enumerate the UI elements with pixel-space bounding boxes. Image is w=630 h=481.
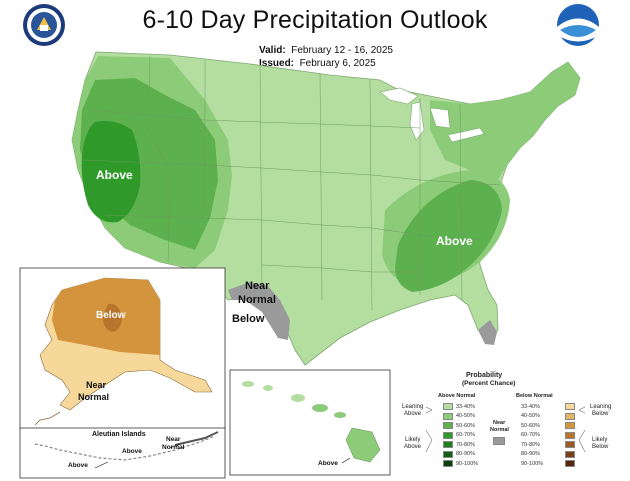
legend-below-header: Below Normal bbox=[516, 393, 553, 399]
florida-near-normal-zone bbox=[478, 320, 497, 345]
aleutian-normal-label: Normal bbox=[162, 444, 185, 451]
legend-near-1: Near bbox=[493, 420, 506, 426]
lake-huron bbox=[429, 107, 451, 129]
issued-date: February 6, 2025 bbox=[299, 58, 376, 69]
legend-subtitle: (Percent Chance) bbox=[462, 380, 516, 387]
southwest-near-normal-zone bbox=[228, 282, 290, 340]
legend-leaning-below-1: Leaning bbox=[590, 404, 612, 410]
hawaii-above-label: Above bbox=[318, 460, 338, 467]
legend-brackets bbox=[425, 406, 586, 453]
legend-leaning-above-1: Leaning bbox=[402, 404, 424, 410]
legend-near-swatch bbox=[493, 437, 505, 445]
alaska-normal-label: Normal bbox=[78, 392, 110, 402]
legend-above-bin-label-6: 90-100% bbox=[456, 460, 479, 467]
legend-below-bin-label-5: 80-90% bbox=[521, 451, 540, 457]
legend-below-bin-label-1: 40-50% bbox=[521, 413, 540, 419]
legend-below-bin-label-2: 50-60% bbox=[521, 422, 540, 429]
legend-above-bin-label-4: 70-80% bbox=[456, 441, 475, 448]
legend-below-bin-label-3: 60-70% bbox=[521, 432, 540, 438]
legend-above-bin-label-2: 50-60% bbox=[456, 422, 475, 429]
legend-leaning-above-2: Above bbox=[404, 411, 422, 417]
southwest-normal-label: Normal bbox=[238, 294, 276, 306]
legend-below-swatch-5 bbox=[565, 450, 575, 458]
legend-above-bin-label-5: 80-90% bbox=[456, 451, 475, 457]
valid-label: Valid: bbox=[259, 45, 286, 56]
alaska-inset bbox=[19, 267, 226, 431]
legend-above-swatch-5 bbox=[443, 450, 453, 458]
legend-near-2: Normal bbox=[490, 427, 509, 433]
southwest-near-label: Near bbox=[245, 280, 270, 292]
legend-below-swatch-1 bbox=[565, 412, 575, 420]
legend-above-header: Above Normal bbox=[438, 393, 476, 399]
west-above-label: Above bbox=[96, 168, 133, 182]
southeast-above-label: Above bbox=[436, 234, 473, 248]
valid-line: Valid: February 12 - 16, 2025 bbox=[259, 45, 393, 56]
legend-above-swatch-2 bbox=[443, 422, 453, 429]
legend-above-bin-label-1: 40-50% bbox=[456, 413, 475, 419]
legend-above-swatch-6 bbox=[443, 460, 453, 467]
legend-below-bin-label-6: 90-100% bbox=[521, 460, 544, 467]
map-title: 6-10 Day Precipitation Outlook bbox=[142, 6, 488, 34]
aleutian-above-label-1: Above bbox=[68, 462, 88, 469]
issued-label: Issued: bbox=[259, 58, 295, 69]
aleutian-above-label-2: Above bbox=[122, 448, 142, 455]
legend-likely-above-1: Likely bbox=[405, 437, 421, 443]
legend-likely-below-2: Below bbox=[592, 444, 609, 450]
legend-likely-above-2: Above bbox=[404, 444, 422, 450]
lake-erie bbox=[447, 127, 485, 143]
commerce-seal-icon bbox=[23, 4, 65, 46]
great-lakes bbox=[379, 87, 419, 105]
legend-leaning-below-2: Below bbox=[592, 411, 609, 417]
legend-above-swatch-3 bbox=[443, 431, 453, 439]
alaska-below-label: Below bbox=[96, 310, 126, 321]
southeast-dark-zone bbox=[395, 180, 502, 292]
legend-below-swatch-0 bbox=[565, 403, 575, 410]
legend-below-swatch-4 bbox=[565, 441, 575, 448]
legend-below-bin-label-4: 70-80% bbox=[521, 441, 540, 448]
aleutian-near-label: Near bbox=[166, 436, 181, 443]
noaa-logo-icon bbox=[557, 4, 599, 46]
legend-below-swatch-3 bbox=[565, 431, 575, 439]
east-medium-band bbox=[430, 62, 580, 180]
legend-below-bin-label-0: 33-40% bbox=[521, 403, 540, 410]
legend-above-swatch-4 bbox=[443, 441, 453, 448]
aleutian-title: Aleutian Islands bbox=[92, 431, 146, 438]
state-borders bbox=[81, 55, 501, 311]
legend-above-swatch-0 bbox=[443, 403, 453, 410]
hawaii-inset bbox=[229, 369, 391, 476]
issued-line: Issued: February 6, 2025 bbox=[259, 58, 376, 69]
legend-likely-below-1: Likely bbox=[592, 437, 608, 443]
label-leaders bbox=[94, 443, 351, 469]
aleutian-inset bbox=[19, 427, 226, 479]
west-darkest-zone bbox=[81, 121, 141, 223]
southwest-below-label: Below bbox=[232, 313, 265, 325]
legend-title: Probability bbox=[466, 372, 503, 379]
legend-above-bin-label-3: 60-70% bbox=[456, 432, 475, 438]
legend-above-bin-label-0: 33-40% bbox=[456, 403, 475, 410]
legend-above-swatch-1 bbox=[443, 412, 453, 420]
legend-below-swatch-6 bbox=[565, 460, 575, 467]
valid-dates: February 12 - 16, 2025 bbox=[291, 45, 393, 56]
legend-below-swatch-2 bbox=[565, 422, 575, 429]
alaska-near-label: Near bbox=[86, 380, 107, 390]
